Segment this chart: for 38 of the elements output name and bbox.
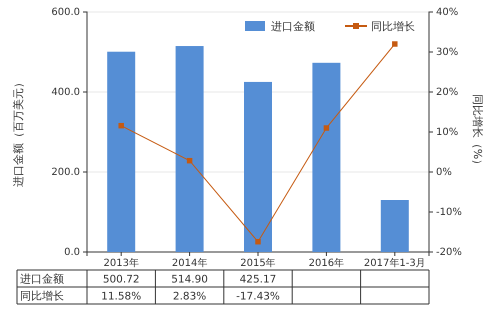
bar [107, 52, 136, 252]
y2-tick-label: 0% [436, 167, 452, 178]
y2-tick-label: -10% [436, 207, 462, 218]
y2-tick-label: 20% [436, 87, 458, 98]
bar [312, 62, 340, 252]
y-tick-label: 200.0 [51, 167, 80, 178]
point [255, 238, 261, 244]
y2-tick-label: 40% [436, 7, 458, 18]
data-label: 500.72 [102, 274, 140, 286]
data-label: 514.90 [171, 274, 208, 286]
bar [380, 200, 409, 252]
y-tick-label: 0.0 [64, 247, 80, 258]
data-label: -17.43% [236, 290, 280, 302]
y-tick-label: 400.0 [51, 87, 80, 98]
y-tick-label: 600.0 [51, 7, 80, 18]
x-tick-label: 2017年1-3月 [364, 257, 426, 270]
text: 同比增长 [20, 290, 64, 302]
text: 进口金额 [20, 272, 64, 286]
point [186, 158, 192, 164]
data-label: 11.58% [101, 290, 142, 302]
bar [176, 46, 204, 252]
x-tick-label: 2015年 [240, 257, 276, 270]
legend-label: 进口金额 [271, 20, 315, 33]
y2-tick-label: 30% [436, 47, 458, 58]
point [324, 125, 330, 131]
point [118, 122, 124, 128]
y-axis-title: 进口金额（百万美元） [12, 77, 25, 187]
y2-tick-label: 10% [436, 127, 458, 138]
x-tick-label: 2016年 [308, 257, 344, 270]
bar [244, 82, 272, 252]
y2-tick-label: -20% [436, 247, 462, 258]
x-tick-label: 2013年 [103, 257, 139, 270]
legend-label: 同比增长 [371, 20, 415, 33]
x-tick-label: 2014年 [172, 257, 208, 270]
data-label: 425.17 [240, 274, 276, 286]
data-label: 2.83% [172, 290, 206, 302]
y2-axis-title: 同比增长（%） [471, 94, 484, 170]
point [392, 41, 398, 47]
